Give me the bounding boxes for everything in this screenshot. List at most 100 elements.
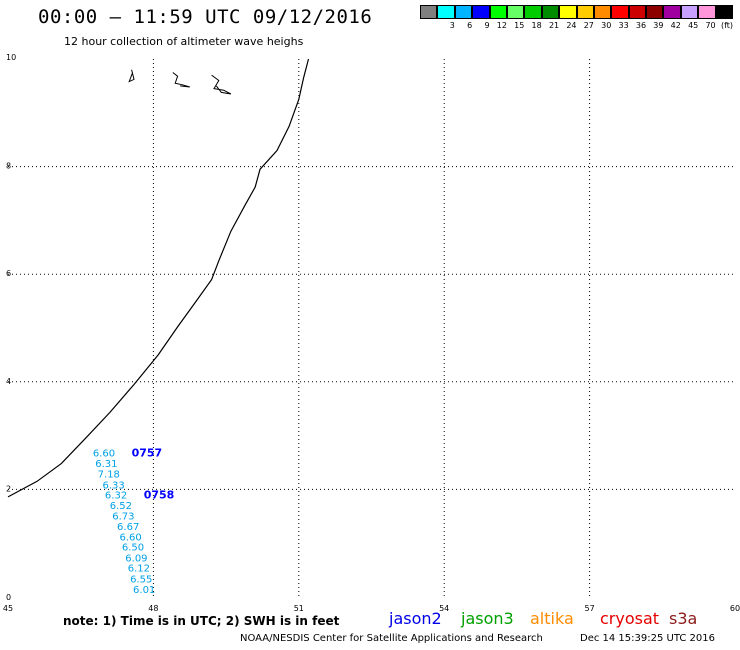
colorbar-step: 3 (437, 5, 455, 30)
colorbar-step: 24 (559, 5, 577, 30)
colorbar-label: 21 (548, 21, 560, 30)
lon-tick-label: 57 (585, 604, 595, 613)
credit-line: NOAA/NESDIS Center for Satellite Applica… (240, 633, 543, 644)
colorbar-step: 12 (489, 5, 508, 30)
colorbar-step: 45 (680, 5, 699, 30)
colorbar-swatch (663, 5, 681, 19)
colorbar-swatch (698, 5, 716, 19)
swh-observations: 6.606.317.186.336.326.526.736.676.606.50… (93, 447, 175, 597)
colorbar-swatch (506, 5, 525, 19)
colorbar-step: 27 (576, 5, 595, 30)
colorbar-swatch (420, 5, 438, 19)
legend-jason2: jason2 (389, 609, 442, 628)
colorbar-swatch (541, 5, 560, 19)
colorbar-swatch (628, 5, 647, 19)
coastline (7, 58, 310, 498)
colorbar-swatch (454, 5, 473, 19)
lon-tick-label: 48 (148, 604, 158, 613)
colorbar-step: 42 (663, 5, 681, 30)
legend-s3a: s3a (669, 609, 698, 628)
lat-lon-grid (8, 59, 735, 597)
swh-value-label: 6.55 (130, 574, 152, 585)
colorbar-label: 39 (653, 21, 664, 30)
colorbar-step: 15 (506, 5, 525, 30)
swh-value-label: 6.73 (112, 512, 134, 523)
pass-time-label: 0758 (144, 489, 175, 502)
swh-value-label: 6.52 (110, 501, 132, 512)
colorbar-label: 30 (601, 21, 612, 30)
colorbar-label: 6 (467, 21, 473, 30)
colorbar-step: 36 (628, 5, 647, 30)
lat-tick-label: 8 (6, 162, 11, 171)
colorbar-label: 24 (566, 21, 577, 30)
colorbar-step: 39 (646, 5, 664, 30)
colorbar-label: 42 (670, 21, 681, 30)
colorbar-label: 12 (496, 21, 507, 30)
legend-bar: note: 1) Time is in UTC; 2) SWH is in fe… (0, 609, 740, 631)
colorbar-label: 18 (531, 21, 542, 30)
colorbar-swatch (680, 5, 699, 19)
colorbar-swatch (489, 5, 507, 19)
pass-time-label: 0757 (132, 447, 163, 460)
colorbar-label: (ft) (720, 21, 734, 30)
wave-height-colorbar: 3 6 9 12 15 18 21 24 27 30 33 36 39 42 45 70 (ft) (420, 5, 734, 30)
legend-cryosat: cryosat (600, 609, 660, 628)
colorbar-step: 9 (472, 5, 490, 30)
swh-value-label: 6.12 (128, 564, 150, 575)
colorbar-swatch (646, 5, 664, 19)
swh-value-label: 6.60 (119, 533, 141, 544)
colorbar-label: 9 (484, 21, 490, 30)
island-outline (128, 69, 135, 83)
generated-timestamp: Dec 14 15:39:25 UTC 2016 (580, 633, 715, 644)
swh-value-label: 6.31 (95, 459, 117, 470)
swh-value-label: 6.50 (122, 543, 144, 554)
colorbar-label: 27 (583, 21, 594, 30)
lat-tick-label: 6 (6, 269, 11, 278)
lon-tick-label: 54 (439, 604, 449, 613)
swh-value-label: 6.67 (117, 522, 139, 533)
colorbar-swatch (593, 5, 612, 19)
colorbar-step: 21 (541, 5, 560, 30)
colorbar-swatch (715, 5, 734, 19)
colorbar-swatch (559, 5, 577, 19)
swh-value-label: 7.18 (98, 470, 120, 481)
colorbar-label: 15 (514, 21, 525, 30)
colorbar-label: 70 (705, 21, 716, 30)
colorbar-step: (ft) (715, 5, 734, 30)
colorbar-swatch (576, 5, 594, 19)
colorbar-label: 3 (449, 21, 455, 30)
colorbar-step: 70 (698, 5, 716, 30)
swh-value-label: 6.09 (125, 553, 147, 564)
units-note: note: 1) Time is in UTC; 2) SWH is in fe… (63, 614, 340, 628)
legend-altika: altika (530, 609, 574, 628)
colorbar-step: 6 (454, 5, 473, 30)
coastline-path (7, 58, 310, 498)
colorbar-label: 36 (635, 21, 647, 30)
colorbar-step: 30 (593, 5, 612, 30)
swh-value-label: 6.32 (105, 491, 127, 502)
lat-tick-label: 4 (6, 377, 11, 386)
map-title: 00:00 — 11:59 UTC 09/12/2016 (38, 6, 373, 28)
lat-tick-label: 2 (6, 484, 11, 493)
lon-tick-label: 51 (294, 604, 304, 613)
colorbar-label: 33 (618, 21, 629, 30)
swh-value-label: 6.33 (103, 480, 125, 491)
colorbar-label: 45 (688, 21, 699, 30)
island-outline (172, 72, 190, 88)
colorbar-step: 33 (611, 5, 629, 30)
island-outline (211, 74, 232, 95)
colorbar-swatch (437, 5, 455, 19)
swh-value-label: 6.60 (93, 449, 115, 460)
lon-tick-label: 45 (3, 604, 13, 613)
colorbar-step (420, 5, 438, 30)
lat-tick-label: 10 (6, 53, 16, 62)
swh-value-label: 6.01 (133, 585, 155, 596)
axis-tick-labels: 45 48 51 54 57 60 0 2 4 6 8 10 (3, 53, 740, 613)
colorbar-swatch (524, 5, 542, 19)
map-subtitle: 12 hour collection of altimeter wave hei… (64, 35, 304, 48)
legend-jason3: jason3 (461, 609, 514, 628)
colorbar-swatch (472, 5, 490, 19)
colorbar-step: 18 (524, 5, 542, 30)
lat-tick-label: 0 (6, 593, 11, 602)
